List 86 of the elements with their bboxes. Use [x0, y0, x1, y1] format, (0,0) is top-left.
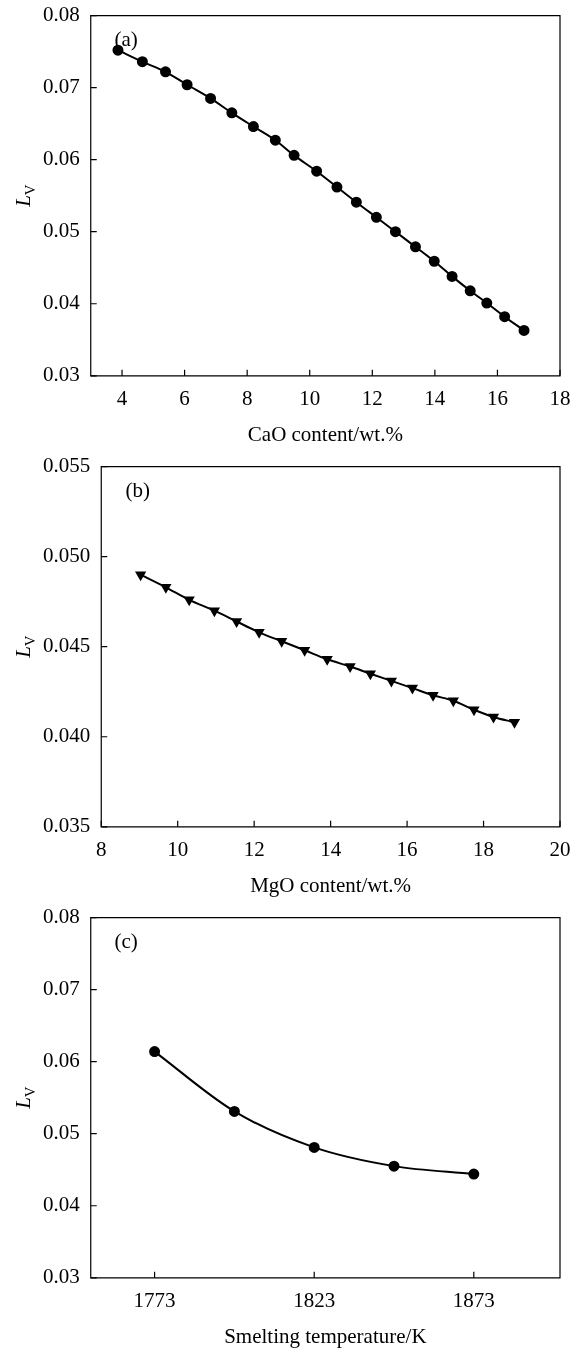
point — [288, 149, 300, 161]
x-tick-label: 6 — [179, 385, 190, 410]
y-tick-label: 0.045 — [43, 633, 91, 658]
point — [370, 211, 382, 223]
y-tick-label: 0.03 — [43, 1264, 80, 1289]
x-axis-title: Smelting temperature/K — [224, 1324, 427, 1348]
point — [350, 196, 362, 208]
point — [518, 324, 530, 336]
point — [345, 663, 356, 673]
point — [469, 706, 479, 716]
annotation: (b) — [125, 477, 150, 502]
point — [209, 607, 220, 617]
point — [468, 1168, 480, 1180]
point — [409, 241, 421, 253]
x-tick-label: 16 — [396, 836, 418, 861]
point — [136, 56, 148, 68]
x-tick-label: 18 — [549, 385, 571, 410]
y-tick-label: 0.050 — [43, 543, 91, 568]
y-tick-label: 0.04 — [43, 290, 81, 315]
point — [228, 1105, 240, 1117]
y-tick-label: 0.08 — [43, 904, 80, 929]
y-tick-label: 0.040 — [43, 723, 91, 748]
point — [149, 1046, 161, 1058]
x-tick-label: 8 — [241, 385, 253, 410]
point — [160, 66, 172, 78]
x-tick-label: 8 — [96, 836, 107, 861]
x-tick-label: 14 — [320, 836, 342, 861]
x-tick-label: 14 — [424, 385, 446, 410]
y-axis-title: LV — [11, 1086, 39, 1110]
y-axis-title: LV — [11, 184, 39, 208]
y-tick-label: 0.07 — [43, 74, 80, 99]
point — [386, 677, 397, 687]
point — [389, 226, 401, 238]
point — [488, 713, 499, 723]
x-tick-label: 10 — [167, 836, 189, 861]
y-tick-label: 0.04 — [43, 1192, 81, 1217]
point — [365, 670, 376, 680]
x-tick-label: 12 — [361, 385, 383, 410]
point — [184, 596, 195, 606]
y-tick-label: 0.06 — [43, 1048, 80, 1073]
point — [247, 121, 259, 133]
point — [428, 692, 438, 701]
y-tick-label: 0.06 — [43, 146, 80, 171]
point — [509, 719, 520, 728]
point — [499, 311, 511, 323]
point — [160, 584, 171, 593]
point — [135, 571, 146, 581]
y-tick-label: 0.03 — [43, 362, 80, 387]
point — [308, 1141, 320, 1153]
x-tick-label: 20 — [549, 836, 571, 861]
y-tick-label: 0.07 — [43, 976, 80, 1001]
x-axis-title: CaO content/wt.% — [247, 422, 403, 446]
x-tick-label: 1823 — [293, 1287, 336, 1312]
point — [446, 270, 458, 282]
point — [407, 684, 418, 694]
x-tick-label: 16 — [486, 385, 508, 410]
point — [276, 638, 287, 647]
point — [254, 629, 265, 638]
y-tick-label: 0.05 — [43, 1120, 80, 1145]
point — [448, 697, 459, 707]
point — [226, 107, 238, 119]
point — [205, 92, 217, 104]
x-axis-title: MgO content/wt.% — [250, 873, 412, 897]
y-tick-label: 0.055 — [43, 453, 91, 478]
point — [428, 255, 440, 267]
y-tick-label: 0.05 — [43, 218, 80, 243]
x-tick-label: 18 — [473, 836, 495, 861]
point — [481, 297, 493, 309]
point — [311, 165, 323, 177]
y-tick-label: 0.035 — [43, 813, 91, 838]
point — [331, 181, 343, 193]
x-tick-label: 10 — [299, 385, 321, 410]
x-tick-label: 12 — [243, 836, 265, 861]
x-tick-label: 1873 — [452, 1287, 495, 1312]
x-tick-label: 4 — [116, 385, 128, 410]
point — [269, 134, 281, 146]
y-tick-label: 0.08 — [43, 2, 80, 27]
point — [231, 618, 242, 627]
point — [464, 285, 476, 297]
x-tick-label: 1773 — [133, 1287, 176, 1312]
point — [299, 647, 310, 656]
point — [388, 1160, 400, 1172]
point — [322, 656, 333, 665]
point — [181, 79, 193, 91]
y-axis-title: LV — [11, 635, 39, 659]
annotation: (c) — [114, 928, 138, 953]
